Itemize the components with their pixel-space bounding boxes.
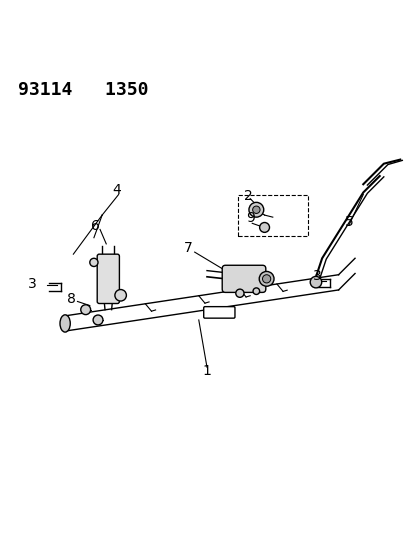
Text: 1: 1 xyxy=(202,365,211,378)
Text: 2: 2 xyxy=(243,189,252,203)
Text: 4: 4 xyxy=(112,183,121,197)
Circle shape xyxy=(262,274,270,283)
Text: 7: 7 xyxy=(184,241,192,255)
Circle shape xyxy=(252,206,259,213)
Circle shape xyxy=(259,222,269,232)
Text: 3: 3 xyxy=(28,277,36,291)
Text: 5: 5 xyxy=(344,215,352,229)
Text: 8: 8 xyxy=(66,293,76,306)
FancyBboxPatch shape xyxy=(97,254,119,303)
Circle shape xyxy=(90,259,98,266)
Text: 3: 3 xyxy=(312,269,321,282)
Circle shape xyxy=(259,271,273,286)
Circle shape xyxy=(248,203,263,217)
Circle shape xyxy=(81,305,90,314)
FancyBboxPatch shape xyxy=(222,265,265,293)
Ellipse shape xyxy=(60,315,70,332)
Text: 6: 6 xyxy=(90,219,100,233)
Circle shape xyxy=(115,289,126,301)
FancyBboxPatch shape xyxy=(203,306,235,318)
Text: 9: 9 xyxy=(246,211,255,225)
Circle shape xyxy=(93,315,103,325)
Text: 93114   1350: 93114 1350 xyxy=(18,82,148,100)
Circle shape xyxy=(309,277,321,288)
Circle shape xyxy=(235,289,243,297)
Circle shape xyxy=(252,288,259,294)
